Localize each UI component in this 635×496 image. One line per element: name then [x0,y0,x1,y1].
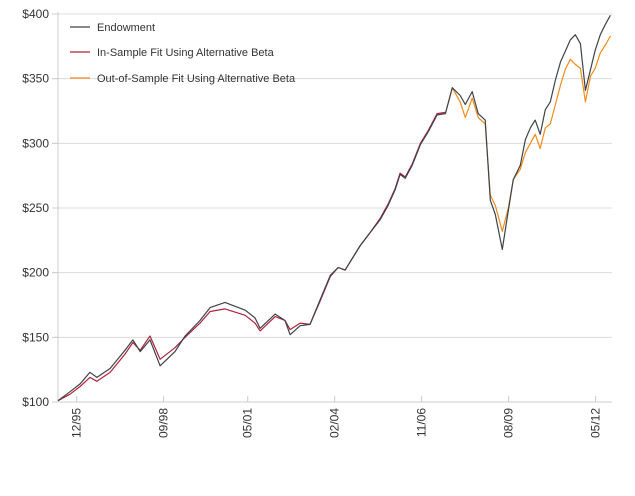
y-axis: $100 $150 $200 $250 $300 $350 $400 [22,7,59,409]
x-tick-label: 09/98 [157,408,171,438]
y-tick-label: $100 [22,395,49,409]
x-tick-label: 12/95 [70,408,84,438]
x-tick-label: 05/01 [241,408,255,438]
x-tick-label: 02/04 [328,408,342,438]
y-tick-label: $250 [22,201,49,215]
series-lines [57,15,611,402]
legend-item-out-of-sample: Out-of-Sample Fit Using Alternative Beta [70,73,296,85]
y-tick-label: $300 [22,136,49,150]
x-tick-label: 11/06 [415,408,429,437]
legend-label-endowment: Endowment [97,22,155,34]
y-tick-label: $150 [22,330,49,344]
legend-label-in-sample: In-Sample Fit Using Alternative Beta [97,47,275,59]
y-tick-label: $400 [22,7,49,21]
x-tick-label: 05/12 [589,408,603,438]
y-tick-label: $350 [22,72,49,86]
x-tick-label: 08/09 [502,408,516,438]
legend-item-endowment: Endowment [70,22,155,34]
series-line-endowment [57,15,611,402]
series-line-in-sample-fit-using-alternative-beta [57,111,446,402]
series-line-out-of-sample-fit-using-alternative-beta [444,35,611,232]
legend: Endowment In-Sample Fit Using Alternativ… [70,22,296,85]
legend-label-out-of-sample: Out-of-Sample Fit Using Alternative Beta [97,73,296,85]
gridlines [52,13,612,338]
legend-item-in-sample: In-Sample Fit Using Alternative Beta [70,47,275,59]
y-tick-label: $200 [22,266,49,280]
x-axis: 12/95 09/98 05/01 02/04 11/06 08/09 05/12 [58,396,612,438]
